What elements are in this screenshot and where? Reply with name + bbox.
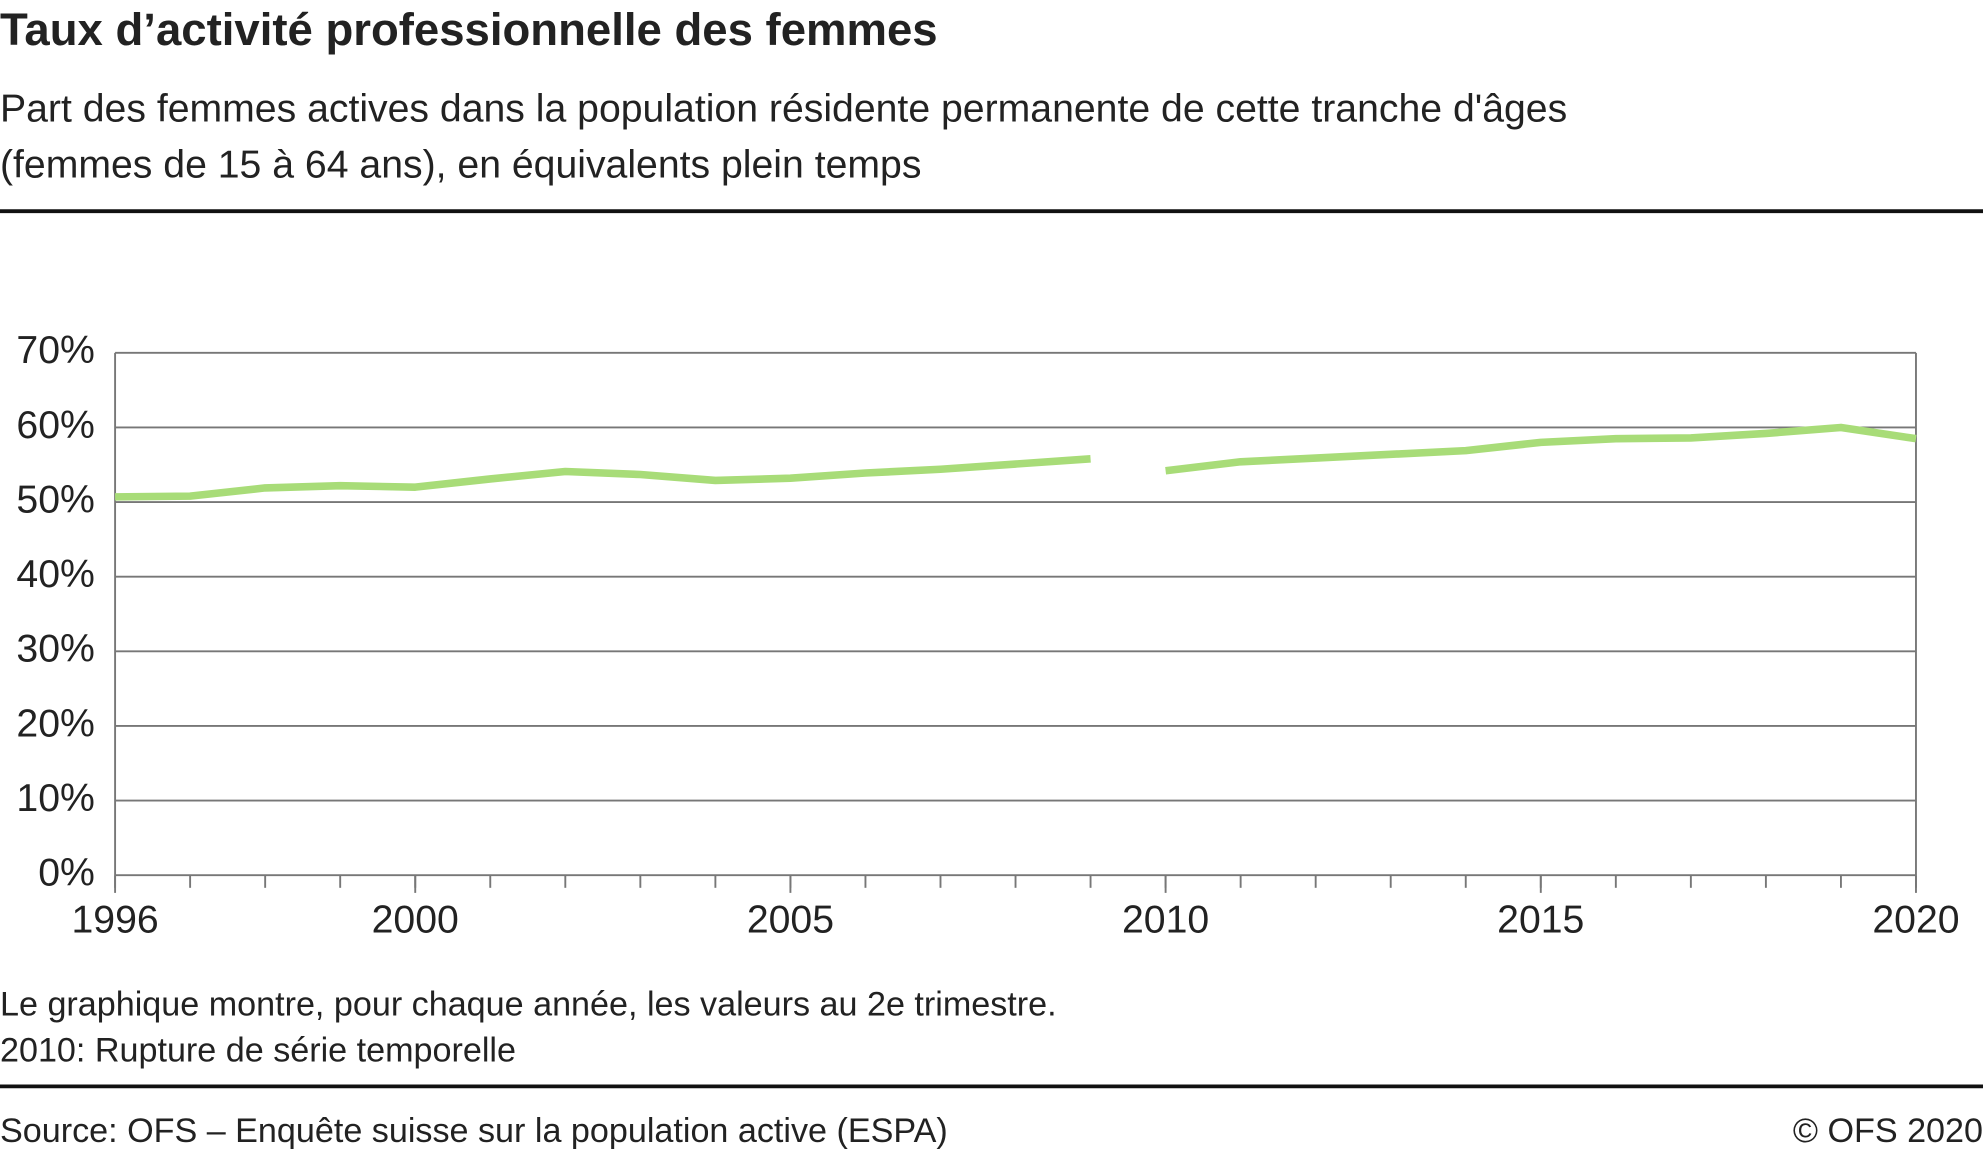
subtitle: (femmes de 15 à 64 ans), en équivalents …: [0, 143, 921, 186]
y-tick-label: 10%: [16, 777, 94, 820]
x-tick-label: 2000: [372, 898, 459, 941]
x-tick-label: 2015: [1497, 898, 1584, 941]
y-tick-label: 60%: [16, 404, 94, 447]
line: [115, 455, 1091, 501]
x-tick-label: 2010: [1122, 898, 1209, 941]
note: Le graphique montre, pour chaque année, …: [0, 986, 1057, 1024]
copyright: © OFS 2020: [1793, 1112, 1983, 1150]
chart-title: Taux d’activité professionnelle des femm…: [0, 4, 938, 55]
x-tick-label: 2005: [747, 898, 834, 941]
y-tick-label: 0%: [38, 852, 95, 895]
line: [1165, 423, 1917, 475]
source: Source: OFS – Enquête suisse sur la popu…: [0, 1112, 948, 1150]
y-tick-label: 30%: [16, 628, 94, 671]
subtitle: Part des femmes actives dans la populati…: [0, 88, 1567, 131]
y-tick-label: 50%: [16, 478, 94, 521]
y-tick-label: 70%: [16, 329, 94, 372]
y-tick-label: 40%: [16, 553, 94, 596]
x-tick-label: 1996: [71, 898, 158, 941]
note: 2010: Rupture de série temporelle: [0, 1031, 516, 1069]
x-tick-label: 2020: [1872, 898, 1959, 941]
y-tick-label: 20%: [16, 702, 94, 745]
